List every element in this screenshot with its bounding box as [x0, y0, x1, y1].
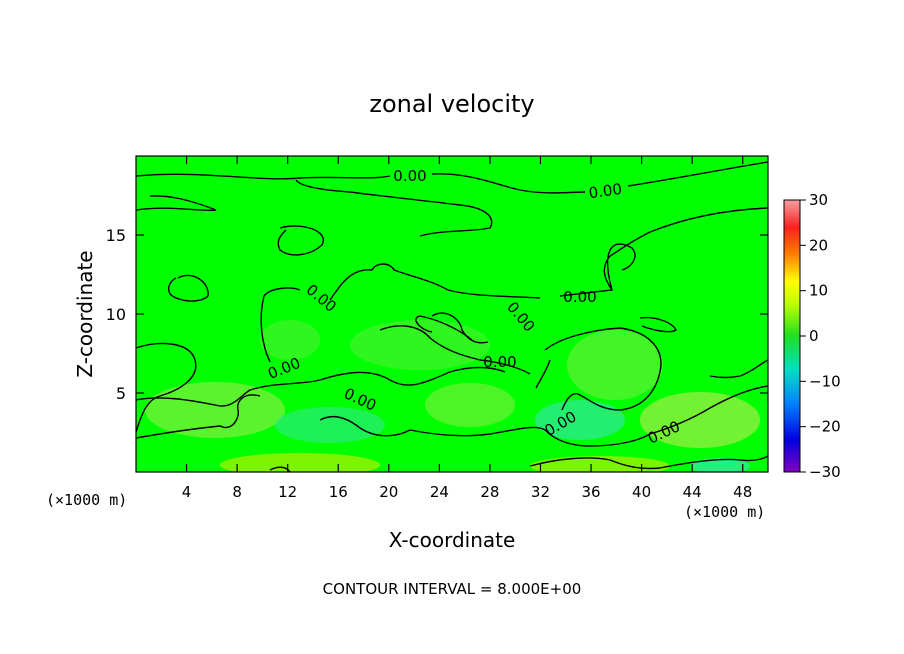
positive-anomaly — [145, 382, 285, 438]
contour-label: 0.00 — [563, 288, 596, 306]
x-tick-label: 40 — [632, 483, 651, 501]
x-axis-ticks: 4 8 12 16 20 24 28 32 36 40 44 48 — [182, 156, 752, 501]
contour-line — [529, 455, 768, 470]
contour-label: 0.00 — [588, 180, 624, 202]
x-unit-right: (×1000 m) — [684, 503, 765, 521]
contour-line — [544, 327, 662, 411]
x-tick-label: 8 — [232, 483, 242, 501]
contour-line — [277, 225, 325, 256]
contour-line — [136, 195, 217, 212]
negative-anomaly — [535, 400, 625, 440]
contour-line — [136, 394, 261, 439]
contour-line — [167, 274, 209, 302]
contour-line — [559, 207, 768, 297]
colorbar-tick-label: −10 — [809, 372, 841, 390]
chart-title: zonal velocity — [369, 90, 534, 118]
x-tick-label: 36 — [581, 483, 600, 501]
contour-interval-note: CONTOUR INTERVAL = 8.000E+00 — [323, 580, 582, 598]
colorbar-tick-label: 30 — [809, 191, 828, 209]
contour-line — [136, 161, 768, 194]
x-axis-label: X-coordinate — [389, 528, 516, 552]
colorbar-tick-label: 10 — [809, 282, 828, 300]
contour-line — [136, 342, 197, 433]
contour-line — [535, 359, 551, 389]
positive-anomaly — [350, 320, 490, 370]
colorbar-tick-label: 0 — [809, 327, 819, 345]
contour-line — [379, 315, 531, 375]
positive-anomaly — [567, 330, 663, 400]
contour-label: 0.00 — [393, 167, 426, 185]
contour-lines — [136, 161, 768, 472]
y-tick-label: 15 — [106, 226, 126, 245]
contour-line — [709, 359, 768, 379]
velocity-anomalies — [145, 320, 760, 472]
contour-line — [649, 385, 768, 435]
contour-line — [260, 287, 301, 363]
colorbar-tick-label: −20 — [809, 418, 841, 436]
colorbar-gradient — [783, 199, 801, 473]
contour-line — [431, 312, 489, 344]
contour-label: 0.00 — [483, 353, 516, 371]
positive-anomaly — [640, 392, 760, 448]
y-tick-label: 5 — [116, 384, 126, 403]
contour-line — [136, 366, 506, 407]
colorbar-ticks: 30 20 10 0 −10 −20 −30 — [800, 191, 841, 481]
y-axis-label: Z-coordinate — [73, 250, 97, 377]
colorbar: 30 20 10 0 −10 −20 −30 — [783, 191, 841, 481]
y-tick-label: 10 — [106, 305, 126, 324]
colorbar-tick-label: 20 — [809, 236, 828, 254]
x-tick-label: 12 — [278, 483, 297, 501]
negative-anomaly — [275, 407, 385, 443]
positive-anomaly — [260, 320, 320, 360]
contour-line — [295, 179, 493, 237]
x-tick-label: 4 — [182, 483, 192, 501]
contour-line — [319, 416, 411, 437]
x-unit-left: (×1000 m) — [46, 491, 127, 509]
colorbar-tick-label: −30 — [809, 463, 841, 481]
contour-line — [269, 466, 291, 472]
x-tick-label: 16 — [329, 483, 348, 501]
x-tick-label: 20 — [379, 483, 398, 501]
x-tick-label: 44 — [683, 483, 702, 501]
x-tick-label: 32 — [531, 483, 550, 501]
x-tick-label: 24 — [430, 483, 449, 501]
x-tick-label: 48 — [733, 483, 752, 501]
positive-anomaly — [220, 453, 380, 472]
contour-line — [329, 263, 541, 301]
contour-line — [409, 426, 651, 447]
x-tick-label: 28 — [480, 483, 499, 501]
contour-line — [639, 316, 677, 333]
y-axis-ticks: 5 10 15 — [106, 226, 768, 403]
plot-area: 0.00 0.00 0.00 0.00 0.00 0.00 0.00 0.00 … — [106, 155, 769, 501]
positive-anomaly — [425, 383, 515, 427]
